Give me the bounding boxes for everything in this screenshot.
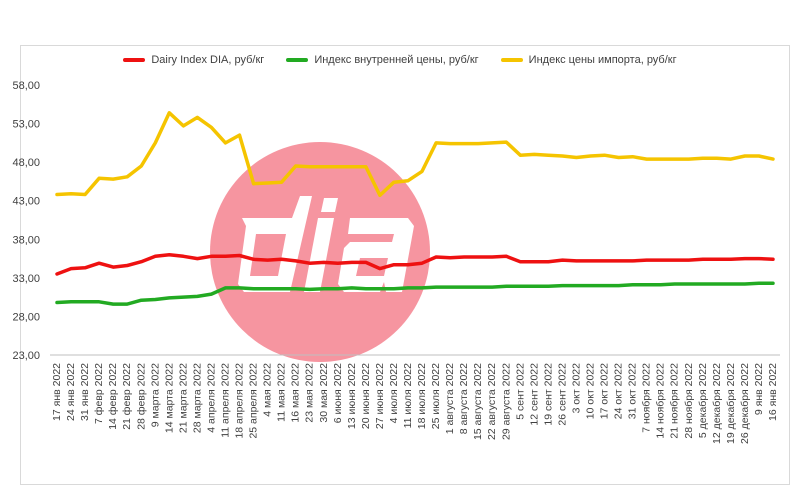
legend-label-dairy-index: Dairy Index DIA, руб/кг [151, 54, 265, 66]
y-axis: 23,00 28,00 33,00 38,00 43,00 48,00 53,00 58,00 [12, 80, 780, 362]
x-tick-label: 3 окт 2022 [570, 363, 582, 414]
legend-item-domestic-price: Индекс внутренней цены, руб/кг [286, 50, 479, 70]
x-tick-label: 21 ноября 2022 [669, 363, 681, 439]
x-tick-label: 11 апреля 2022 [219, 363, 231, 438]
legend-label-domestic-price: Индекс внутренней цены, руб/кг [314, 54, 479, 66]
x-tick-label: 12 декабря 2022 [711, 363, 723, 444]
x-tick-label: 14 ноября 2022 [655, 363, 667, 439]
x-tick-label: 17 окт 2022 [599, 363, 611, 419]
series-line-0 [55, 252, 775, 276]
x-tick-label: 7 ноября 2022 [641, 363, 653, 433]
y-tick-label: 28,00 [12, 311, 40, 323]
y-tick-label: 23,00 [12, 350, 40, 362]
x-tick-label: 6 июня 2022 [332, 363, 344, 423]
x-tick-label: 19 декабря 2022 [725, 363, 737, 444]
x-tick-label: 21 марта 2022 [177, 363, 189, 433]
x-tick-label: 18 апреля 2022 [234, 363, 246, 439]
x-tick-label: 4 апреля 2022 [205, 363, 217, 433]
series-line-2 [55, 111, 775, 198]
y-tick-label: 58,00 [12, 80, 40, 92]
x-tick-label: 24 янв 2022 [65, 363, 77, 421]
x-tick-label: 4 мая 2022 [262, 363, 274, 417]
x-tick-label: 9 янв 2022 [753, 363, 765, 415]
legend-swatch-import-price [500, 58, 523, 62]
x-tick-label: 19 сент 2022 [542, 363, 554, 426]
y-tick-label: 43,00 [12, 196, 40, 208]
x-tick-label: 31 янв 2022 [79, 363, 91, 421]
x-tick-label: 13 июня 2022 [346, 363, 358, 429]
legend-item-import-price: Индекс цены импорта, руб/кг [500, 50, 677, 70]
dia-logo-watermark [210, 142, 430, 362]
x-tick-label: 15 августа 2022 [472, 363, 484, 440]
x-tick-label: 24 окт 2022 [613, 363, 625, 419]
y-tick-label: 48,00 [12, 157, 40, 169]
x-tick-label: 26 декабря 2022 [739, 363, 751, 444]
x-tick-label: 12 сент 2022 [528, 363, 540, 426]
legend-item-dairy-index: Dairy Index DIA, руб/кг [123, 50, 264, 70]
x-tick-label: 28 февр 2022 [135, 363, 147, 430]
x-tick-label: 29 августа 2022 [500, 363, 512, 440]
x-tick-label: 30 мая 2022 [318, 363, 330, 423]
chart-frame [20, 45, 790, 485]
x-tick-label: 11 июля 2022 [402, 363, 414, 429]
x-tick-label: 22 августа 2022 [486, 363, 498, 440]
x-tick-label: 7 февр 2022 [93, 363, 105, 424]
x-tick-label: 11 мая 2022 [276, 363, 288, 422]
legend-label-import-price: Индекс цены импорта, руб/кг [528, 54, 677, 66]
x-tick-label: 5 декабря 2022 [697, 363, 709, 438]
x-tick-label: 25 апреля 2022 [248, 363, 260, 439]
x-tick-label: 5 сент 2022 [514, 363, 526, 420]
y-tick-label: 53,00 [12, 119, 40, 131]
x-tick-label: 16 янв 2022 [767, 363, 779, 421]
legend-swatch-dairy-index [123, 58, 146, 62]
series-layer [55, 111, 775, 306]
y-tick-label: 38,00 [12, 234, 40, 246]
x-tick-label: 16 мая 2022 [290, 363, 302, 423]
x-tick-label: 27 июня 2022 [374, 363, 386, 429]
x-tick-label: 17 янв 2022 [51, 363, 63, 421]
x-axis: 17 янв 2022 24 янв 2022 31 янв 2022 7 февр … [51, 363, 779, 444]
x-tick-label: 31 окт 2022 [627, 363, 639, 419]
x-tick-label: 14 февр 2022 [107, 363, 119, 430]
y-tick-label: 33,00 [12, 273, 40, 285]
x-tick-label: 18 июля 2022 [416, 363, 428, 429]
x-tick-label: 8 августа 2022 [458, 363, 470, 434]
x-tick-label: 25 июля 2022 [430, 363, 442, 429]
x-tick-label: 26 сент 2022 [556, 363, 568, 426]
x-tick-label: 20 июня 2022 [360, 363, 372, 429]
x-tick-label: 23 мая 2022 [304, 363, 316, 423]
x-tick-label: 10 окт 2022 [584, 363, 596, 419]
legend: Dairy Index DIA, руб/кг Индекс внутренне… [0, 50, 800, 70]
x-tick-label: 14 марта 2022 [163, 363, 175, 433]
x-tick-label: 9 марта 2022 [149, 363, 161, 427]
legend-swatch-domestic-price [286, 58, 309, 62]
x-tick-label: 28 марта 2022 [191, 363, 203, 433]
x-tick-label: 21 февр 2022 [121, 363, 133, 430]
x-tick-label: 28 ноября 2022 [683, 363, 695, 439]
x-tick-label: 1 августа 2022 [444, 363, 456, 434]
series-line-1 [55, 281, 775, 306]
x-tick-label: 4 июля 2022 [388, 363, 400, 424]
